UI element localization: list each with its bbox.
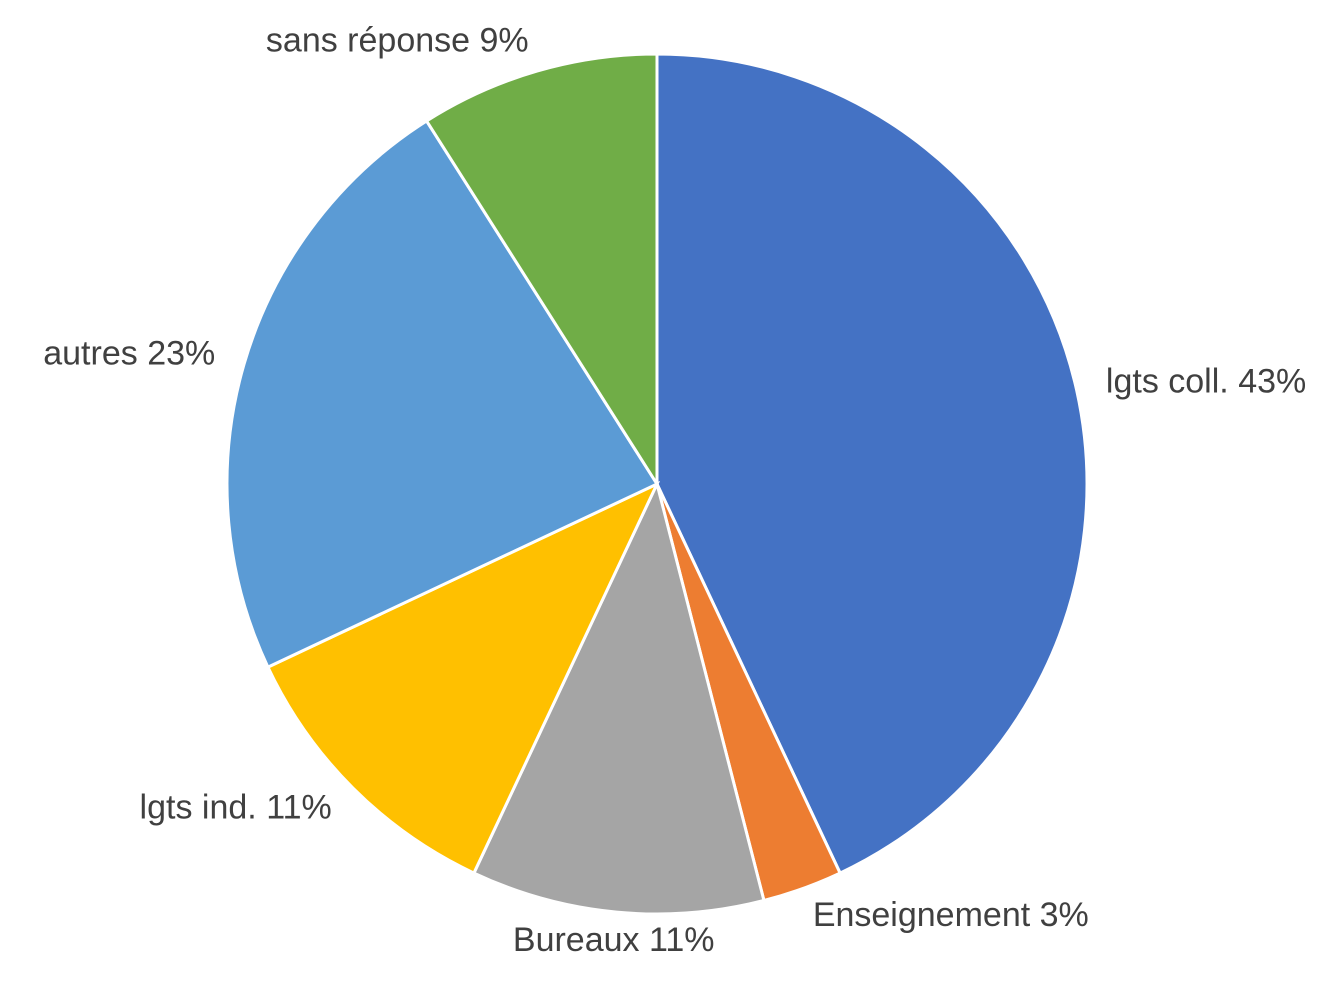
label-category: lgts coll. — [1106, 363, 1229, 401]
pie-slice — [471, 479, 766, 916]
label-category: lgts ind. — [140, 788, 257, 826]
pie-slice — [265, 480, 661, 876]
label-category: Bureaux — [513, 921, 640, 959]
label-value: 11% — [649, 921, 715, 959]
label-value: 11% — [266, 788, 332, 826]
pie-slice — [424, 52, 659, 490]
label-value: 3% — [1040, 896, 1089, 934]
pie-slice — [225, 118, 660, 670]
data-label: Bureaux 11% — [513, 921, 715, 959]
data-label: autres 23% — [43, 335, 215, 373]
label-category: Enseignement — [813, 896, 1031, 934]
label-value: 23% — [147, 335, 215, 373]
data-label: lgts ind. 11% — [140, 788, 332, 826]
label-category: sans réponse — [266, 21, 470, 59]
label-category: autres — [43, 335, 138, 373]
pie-slice — [655, 52, 1089, 876]
label-value: 43% — [1238, 363, 1306, 401]
data-label: Enseignement 3% — [813, 896, 1089, 934]
label-value: 9% — [480, 21, 529, 59]
data-label: sans réponse 9% — [266, 21, 529, 59]
data-label: lgts coll. 43% — [1106, 363, 1306, 401]
